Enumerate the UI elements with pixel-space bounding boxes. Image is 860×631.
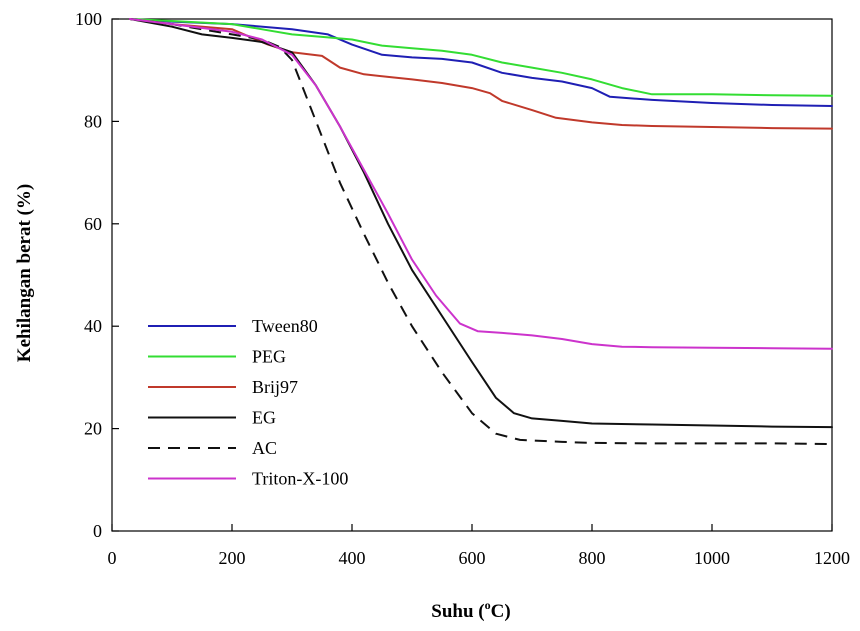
x-tick-label: 600 <box>459 548 486 568</box>
series-line-ac <box>129 18 833 445</box>
legend: Tween80 PEG Brij97 EG AC Triton-X-100 <box>148 316 348 489</box>
legend-label: AC <box>252 438 277 458</box>
x-axis-title: Suhu (oC) <box>431 598 510 622</box>
y-tick-label: 0 <box>93 521 102 541</box>
y-tick-label: 100 <box>75 9 102 29</box>
plot-frame <box>111 18 833 532</box>
series-line-tween80 <box>129 18 833 107</box>
y-tick-label: 20 <box>84 419 102 439</box>
y-tick-label: 80 <box>84 111 102 131</box>
y-tick-label: 60 <box>84 214 102 234</box>
x-tick-label: 400 <box>339 548 366 568</box>
y-tick-label: 40 <box>84 316 102 336</box>
legend-label: EG <box>252 408 276 428</box>
x-tick-label: 200 <box>219 548 246 568</box>
x-tick-label: 800 <box>579 548 606 568</box>
series-layer <box>129 18 833 445</box>
x-tick-label: 1200 <box>814 548 850 568</box>
series-line-eg <box>129 18 833 429</box>
x-axis-ticks: 0 200 400 600 800 1000 1200 <box>108 524 850 568</box>
legend-label: Brij97 <box>252 377 298 397</box>
legend-label: Tween80 <box>252 316 318 336</box>
x-tick-label: 1000 <box>694 548 730 568</box>
legend-label: PEG <box>252 347 286 367</box>
y-axis-title: Kehilangan berat (%) <box>14 184 35 362</box>
x-tick-label: 0 <box>108 548 117 568</box>
plot-area: 0 200 400 600 800 1000 1200 0 20 40 60 80 100 Tween… <box>75 9 850 568</box>
y-axis-ticks: 0 20 40 60 80 100 <box>75 9 119 541</box>
series-line-peg <box>129 18 833 97</box>
series-line-triton-x-100 <box>129 18 833 350</box>
legend-label: Triton-X-100 <box>252 469 348 489</box>
